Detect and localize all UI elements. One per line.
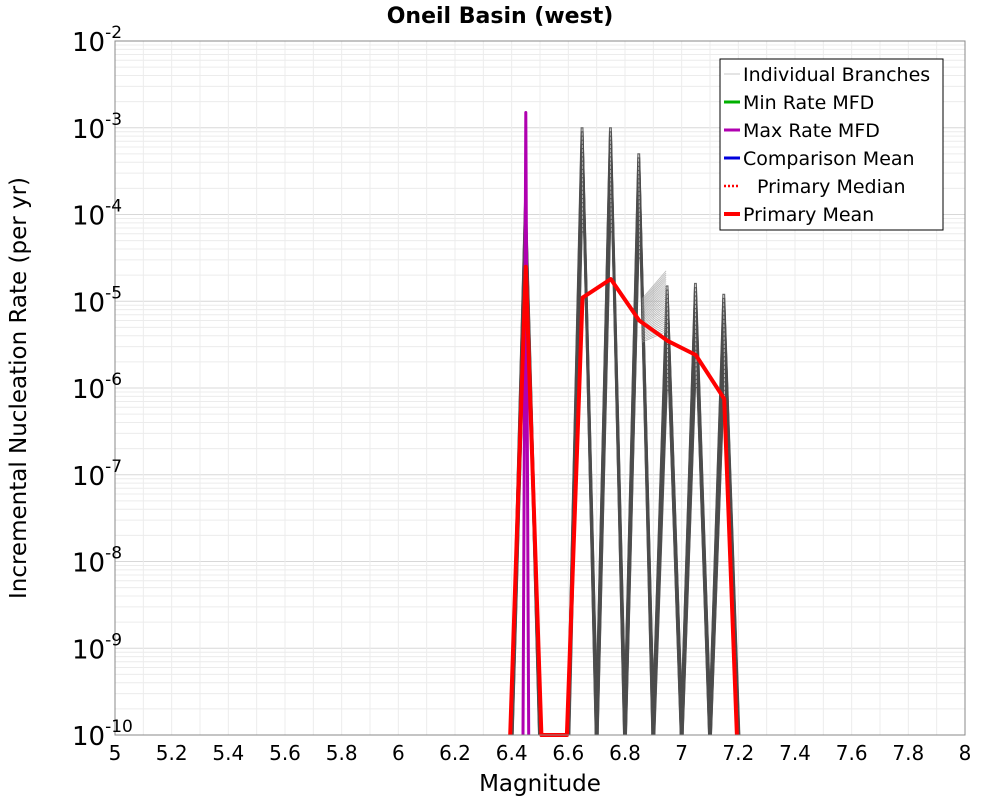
series-lines — [508, 111, 739, 737]
branch-line — [624, 207, 654, 736]
branch-line — [641, 287, 667, 312]
x-tick-label: 7.4 — [779, 741, 811, 765]
y-tick-label: 10-6 — [72, 370, 122, 405]
branch-line — [641, 320, 667, 336]
legend: Individual Branches Min Rate MFD Max Rate … — [719, 58, 944, 231]
branch-line — [641, 293, 667, 316]
branch-line — [682, 387, 710, 736]
branch-line — [641, 304, 667, 324]
branch-line — [641, 274, 667, 303]
x-axis-label: Magnitude — [479, 771, 601, 797]
branch-line — [641, 331, 667, 343]
max-rate-mfd-line — [521, 111, 531, 736]
legend-label: Primary Median — [757, 176, 906, 198]
x-tick-label: 6.4 — [496, 741, 528, 765]
x-tick-label: 7.2 — [722, 741, 754, 765]
y-tick-label: 10-3 — [72, 110, 122, 145]
legend-label: Min Rate MFD — [743, 92, 874, 114]
y-axis-label: Incremental Nucleation Rate (per yr) — [6, 177, 32, 599]
x-tick-label: 5.6 — [269, 741, 301, 765]
branch-line — [641, 308, 667, 327]
x-tick-label: 6.6 — [552, 741, 584, 765]
branch-line — [641, 297, 667, 319]
chart-title: Oneil Basin (west) — [387, 4, 614, 29]
y-tick-label: 10-10 — [72, 717, 133, 752]
branch-line — [641, 289, 667, 313]
legend-label: Max Rate MFD — [743, 120, 880, 142]
branch-line — [641, 279, 667, 306]
branch-line — [641, 301, 667, 322]
branch-line — [641, 285, 667, 310]
x-tick-label: 7.6 — [836, 741, 868, 765]
y-tick-label: 10-9 — [72, 630, 122, 665]
y-tick-label: 10-7 — [72, 457, 122, 492]
branch-line — [641, 270, 667, 300]
x-tick-label: 5.8 — [326, 741, 358, 765]
branch-line — [641, 281, 667, 307]
branch-line — [641, 299, 667, 321]
x-tick-label: 6.2 — [439, 741, 471, 765]
x-tick-label: 5.2 — [156, 741, 188, 765]
branch-line — [641, 295, 667, 318]
branch-line — [641, 329, 667, 342]
branch-line — [595, 173, 626, 736]
branch-line — [567, 173, 598, 736]
grid — [114, 41, 966, 736]
branch-line — [624, 203, 654, 736]
branch-line — [567, 177, 598, 736]
branch-line — [641, 283, 667, 309]
x-tick-label: 7 — [675, 741, 688, 765]
x-tick-label: 7.8 — [892, 741, 924, 765]
x-tick-label: 5 — [109, 741, 122, 765]
plot-frame — [114, 40, 966, 736]
y-tick-label: 10-2 — [72, 23, 122, 58]
x-tick-label: 6 — [392, 741, 405, 765]
y-tick-labels: 10-10 10-9 10-8 10-7 10-6 10-5 10-4 10-3 10-2 — [72, 23, 133, 752]
branch-line — [624, 199, 655, 736]
branch-line — [641, 291, 667, 315]
branch-line — [625, 257, 653, 736]
x-tick-label: 5.4 — [212, 741, 244, 765]
legend-box — [719, 58, 944, 231]
x-tick-label: 8 — [959, 741, 972, 765]
branch-line — [641, 316, 667, 333]
branch-line — [641, 272, 667, 301]
branch-line — [681, 337, 711, 736]
branch-line — [641, 276, 667, 304]
branch-line — [597, 231, 625, 736]
y-tick-label: 10-5 — [72, 283, 122, 318]
x-tick-labels: 5 5.2 5.4 5.6 5.8 6 6.2 6.4 6.6 6.8 7 7.2 7.4 7.6 7.8 8 — [109, 741, 972, 765]
branch-line — [654, 389, 681, 736]
legend-label: Comparison Mean — [743, 148, 915, 170]
x-tick-label: 6.8 — [609, 741, 641, 765]
y-tick-label: 10-8 — [72, 544, 122, 579]
branch-line — [596, 177, 626, 736]
y-tick-label: 10-4 — [72, 197, 122, 232]
legend-label: Individual Branches — [743, 64, 930, 86]
branch-line — [641, 318, 667, 334]
primary-mean-line — [508, 264, 739, 737]
branch-line — [641, 306, 667, 325]
legend-label: Primary Mean — [743, 204, 874, 226]
